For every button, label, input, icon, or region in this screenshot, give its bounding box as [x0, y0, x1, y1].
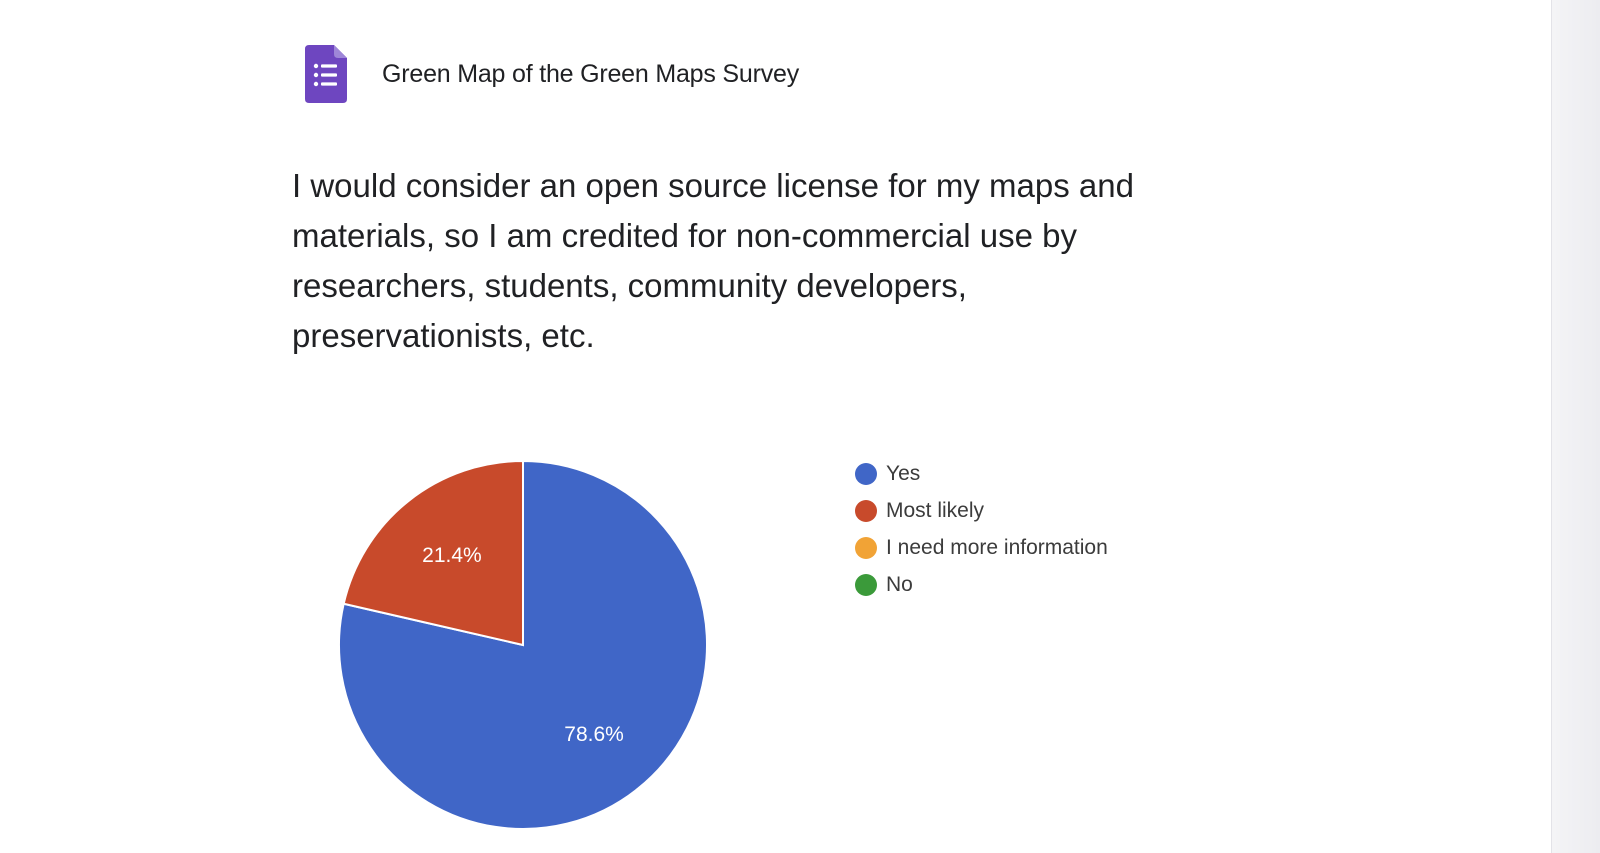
chart-legend: Yes Most likely I need more information No — [855, 455, 1108, 603]
slice-label-most-likely: 21.4% — [422, 544, 482, 567]
google-forms-icon — [305, 45, 347, 103]
legend-swatch-most-likely — [855, 499, 877, 522]
legend-label-i-need-more-information: I need more information — [886, 535, 1108, 559]
legend-label-no: No — [886, 572, 913, 596]
page-scroll-edge — [1551, 0, 1600, 853]
legend-item-i-need-more-information: I need more information — [855, 529, 1108, 566]
pie-labels: 78.6% 21.4% — [422, 544, 624, 746]
legend-swatch-no — [855, 573, 877, 596]
pie-chart: 78.6% 21.4% — [338, 459, 708, 830]
legend-label-yes: Yes — [886, 461, 921, 485]
pie-slices — [338, 459, 708, 830]
pie-slice-most-likely — [342, 459, 524, 647]
survey-title: Green Map of the Green Maps Survey — [382, 59, 800, 88]
legend-item-most-likely: Most likely — [855, 492, 1108, 529]
legend-item-yes: Yes — [855, 455, 1108, 492]
legend-item-no: No — [855, 566, 1108, 603]
slice-label-yes: 78.6% — [564, 723, 624, 746]
survey-header: Green Map of the Green Maps Survey — [305, 44, 799, 104]
question-title: I would consider an open source license … — [292, 167, 1134, 354]
legend-label-most-likely: Most likely — [886, 498, 985, 522]
legend-swatch-i-need-more-information — [855, 536, 877, 559]
legend-swatch-yes — [855, 462, 877, 485]
